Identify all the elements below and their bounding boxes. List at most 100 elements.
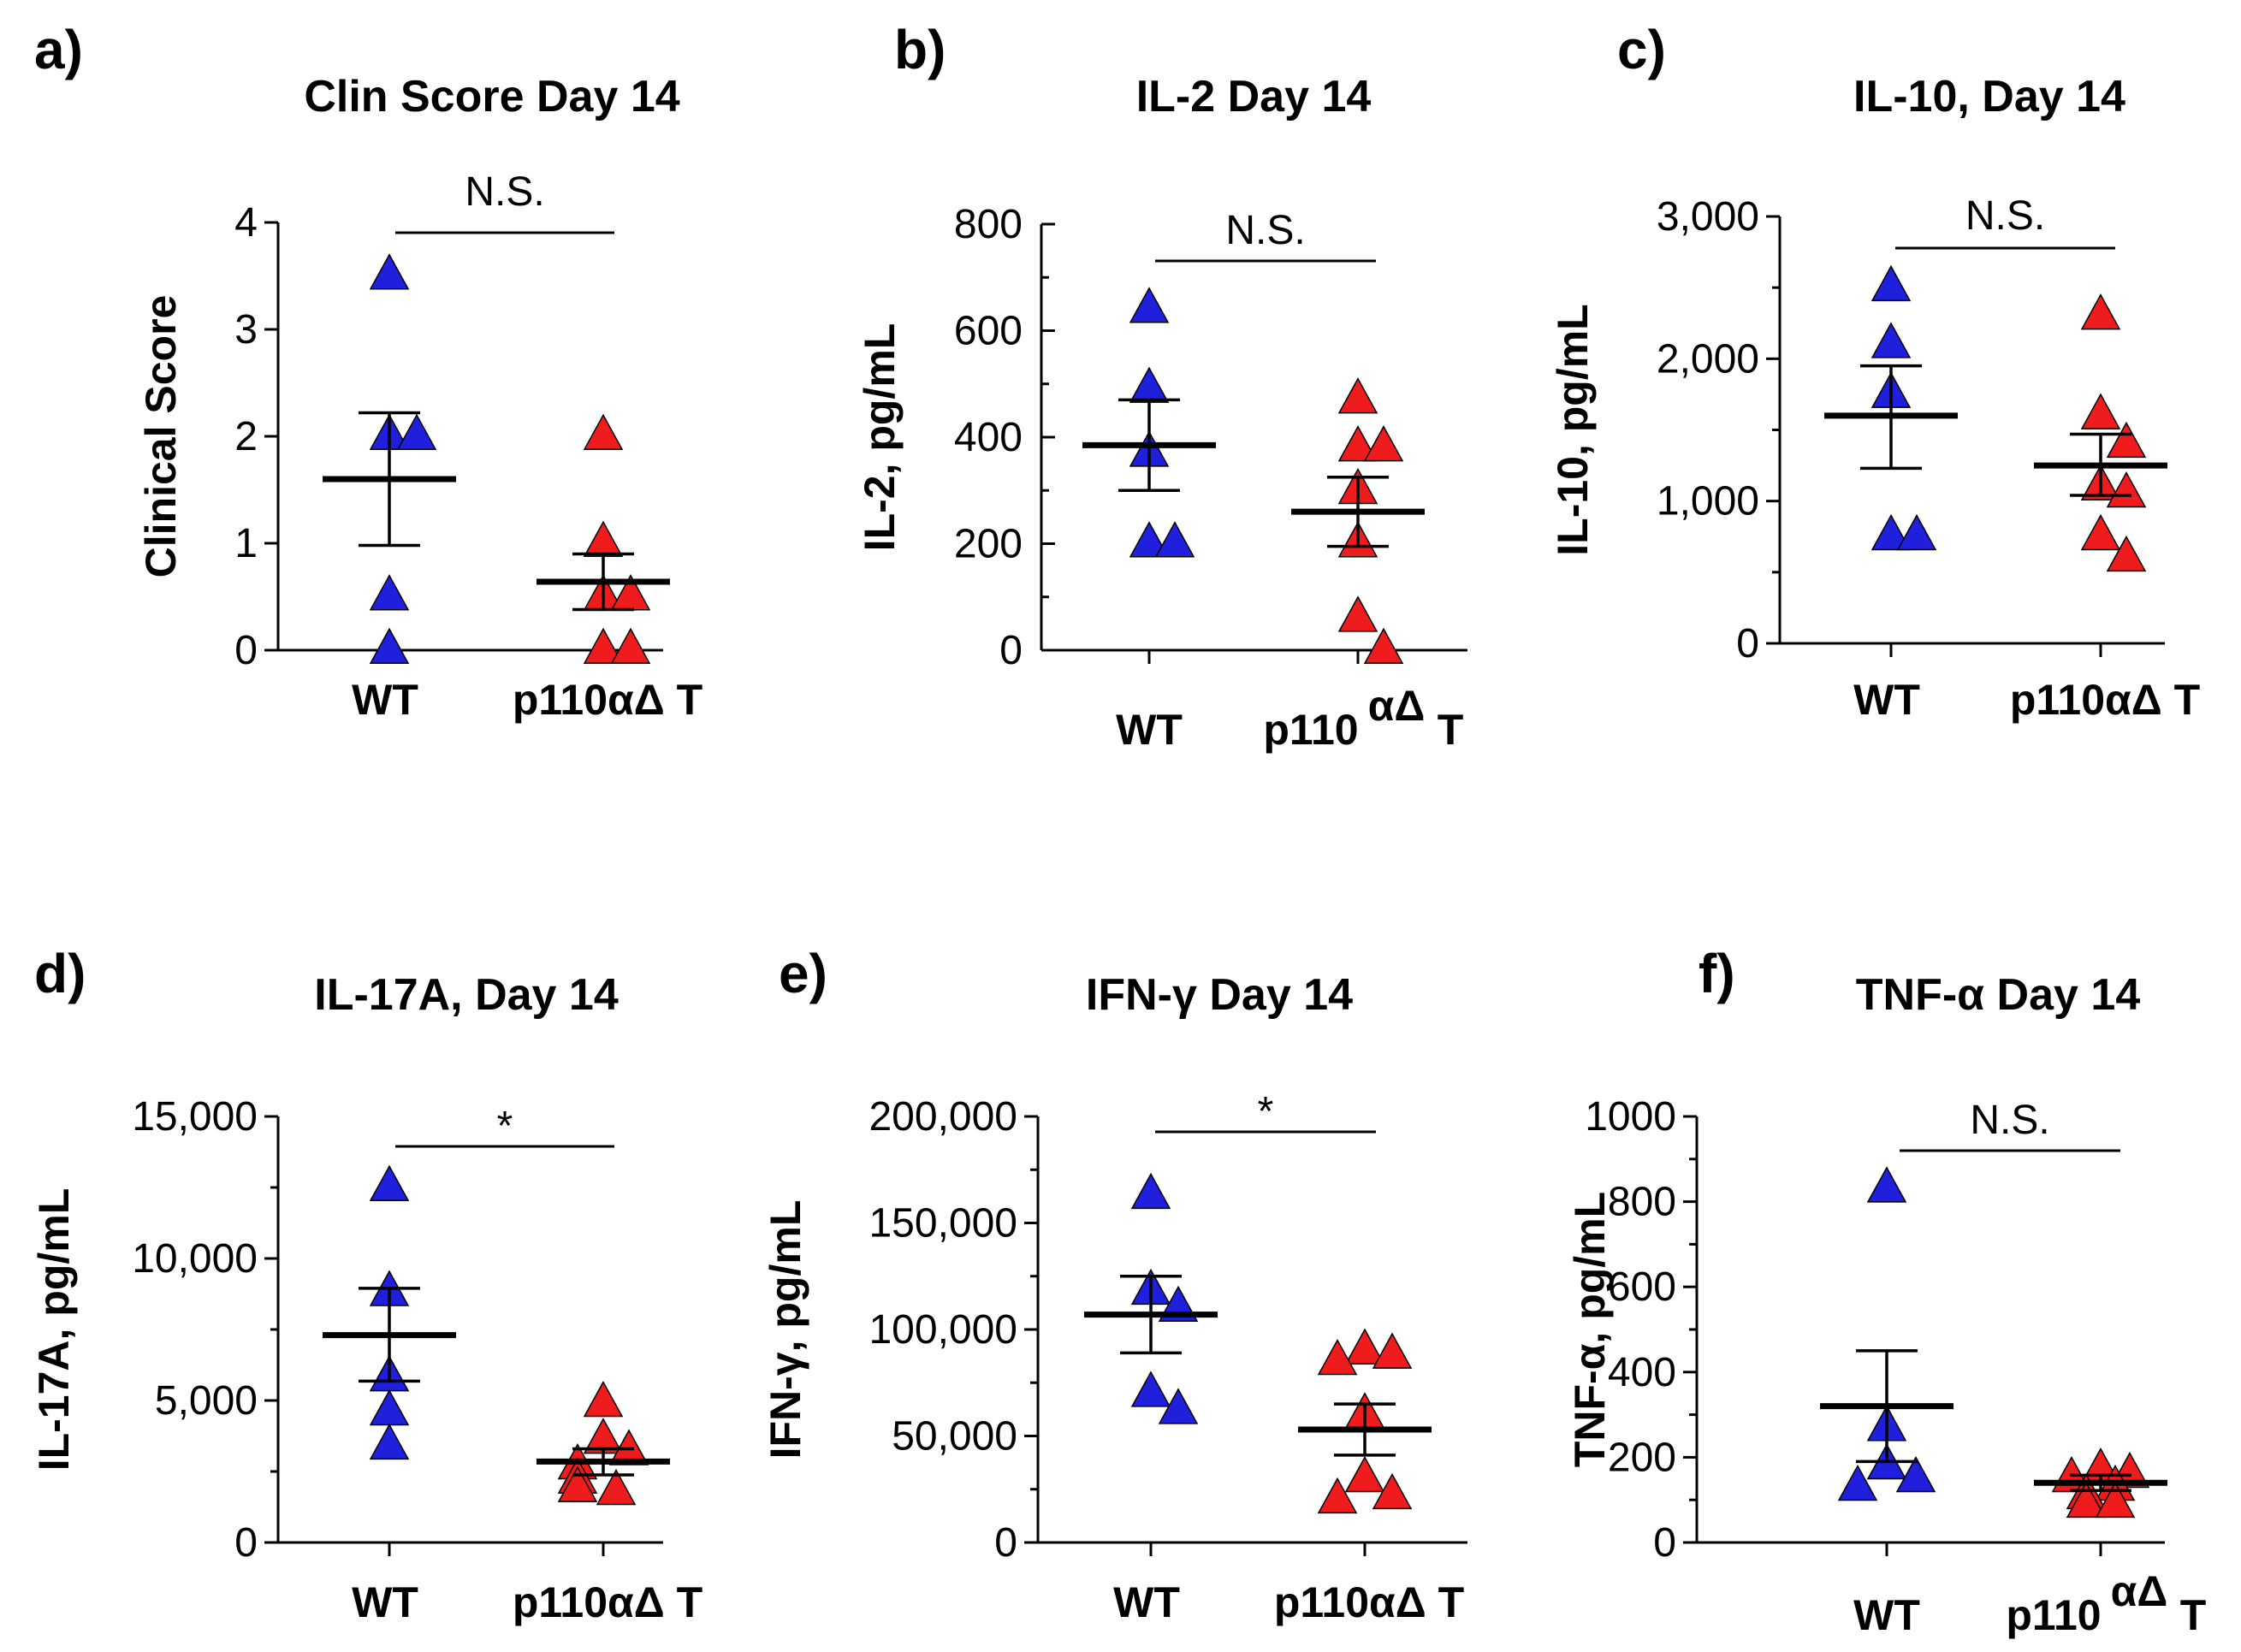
y-tick-label: 0: [999, 628, 1023, 673]
x-category-label: T: [1438, 706, 1464, 754]
data-point-triangle: [1129, 366, 1170, 403]
data-point-triangle: [1337, 425, 1378, 462]
series-wt: [1082, 287, 1216, 558]
data-point-triangle: [2106, 421, 2147, 459]
x-category-label: p110αΔ T: [513, 1578, 703, 1626]
y-axis-label: IFN-γ, pg/mL: [762, 1200, 809, 1460]
y-axis-label: Clinical Score: [137, 295, 185, 578]
x-category-label: WT: [352, 1578, 418, 1626]
x-category-label: T: [2180, 1591, 2207, 1639]
y-axis-label: IL-2, pg/mL: [856, 323, 904, 552]
data-point-triangle: [583, 520, 624, 557]
data-point-triangle: [1154, 521, 1195, 558]
data-point-triangle: [369, 1389, 410, 1426]
x-category-label: WT: [1113, 1578, 1180, 1626]
panel-letter: b): [894, 19, 946, 80]
data-point-triangle: [1344, 1455, 1385, 1493]
data-point-triangle: [1129, 521, 1170, 558]
series-wt: [1824, 264, 1958, 551]
y-axis-label: TNF-α, pg/mL: [1566, 1192, 1614, 1467]
data-point-triangle: [1129, 287, 1170, 323]
data-point-triangle: [1344, 1328, 1385, 1365]
chart-title: IL-2 Day 14: [1136, 72, 1372, 121]
y-tick-label: 800: [954, 202, 1023, 247]
significance-label: *: [1258, 1089, 1274, 1134]
x-category-label: WT: [1853, 676, 1920, 724]
chart-title: IFN-γ Day 14: [1086, 970, 1353, 1020]
data-point-triangle: [369, 253, 410, 290]
data-point-triangle: [1337, 595, 1378, 632]
data-point-triangle: [1363, 627, 1404, 664]
data-point-triangle: [1372, 1332, 1413, 1369]
y-tick-label: 1,000: [1657, 479, 1759, 524]
panel-letter: c): [1617, 19, 1666, 80]
y-tick-label: 10,000: [132, 1236, 258, 1282]
series-wt: [323, 253, 456, 664]
data-point-triangle: [1837, 1464, 1878, 1501]
x-category-superscript: αΔ: [2111, 1567, 2168, 1615]
y-tick-label: 800: [1608, 1180, 1676, 1225]
panel-d: d) IL-17A, Day 14 0 5,000 10,000 15,000 IL-17A…: [30, 943, 703, 1626]
panel-c: c) IL-10, Day 14 0 1,000 2,000 3,000 IL-10, pg…: [1549, 19, 2200, 724]
y-tick-label: 0: [994, 1520, 1017, 1566]
y-tick-label: 100,000: [869, 1307, 1017, 1353]
y-tick-label: 600: [954, 309, 1023, 354]
panel-letter: d): [34, 943, 86, 1004]
data-point-triangle: [396, 413, 437, 450]
y-tick-label: 200: [1608, 1435, 1676, 1480]
data-point-triangle: [369, 574, 410, 611]
significance-label: N.S.: [1970, 1098, 2049, 1143]
x-category-label: p110: [2006, 1591, 2101, 1639]
series-wt: [1820, 1166, 1953, 1501]
x-category-superscript: αΔ: [1368, 682, 1426, 730]
panel-f: f) TNF-α Day 14 0 200 400 600 800 1000 TNF-α, pg…: [1566, 943, 2206, 1639]
series-p110: [2034, 293, 2167, 572]
series-wt: [323, 1164, 456, 1460]
data-point-triangle: [1130, 1172, 1171, 1210]
data-point-triangle: [2106, 471, 2147, 508]
data-point-triangle: [2066, 1481, 2107, 1519]
y-tick-label: 3,000: [1657, 194, 1759, 240]
data-point-triangle: [1895, 1455, 1936, 1493]
data-point-triangle: [557, 1465, 598, 1502]
chart-title: Clin Score Day 14: [304, 72, 679, 121]
significance-label: N.S.: [1225, 208, 1305, 253]
y-tick-label: 0: [234, 1520, 258, 1566]
data-point-triangle: [1870, 513, 1912, 551]
significance-label: N.S.: [465, 169, 544, 215]
y-tick-label: 3: [234, 307, 258, 352]
data-point-triangle: [369, 1423, 410, 1460]
data-point-triangle: [2080, 393, 2121, 429]
series-p110: [2034, 1447, 2167, 1519]
y-tick-label: 5,000: [155, 1378, 258, 1424]
y-tick-label: 2: [234, 414, 258, 459]
data-point-triangle: [583, 413, 624, 450]
chart-title: TNF-α Day 14: [1856, 970, 2141, 1020]
y-tick-label: 15,000: [132, 1094, 258, 1140]
y-tick-label: 200: [954, 522, 1023, 567]
data-point-triangle: [1158, 1388, 1199, 1424]
panel-letter: e): [779, 943, 827, 1004]
panel-b: b) IL-2 Day 14 0 200 400 600 800 IL-2, pg/mL WT p…: [856, 19, 1467, 754]
data-point-triangle: [1317, 1338, 1358, 1376]
y-tick-label: 0: [1736, 621, 1759, 666]
data-point-triangle: [2095, 1481, 2136, 1519]
panel-e: e) IFN-γ Day 14 0 50,000 100,000 150,000 200,0…: [762, 943, 1467, 1626]
data-point-triangle: [583, 1380, 624, 1418]
x-category-label: WT: [1116, 706, 1183, 754]
data-point-triangle: [1372, 1472, 1413, 1510]
panel-letter: a): [34, 19, 83, 80]
significance-label: *: [497, 1104, 513, 1149]
data-point-triangle: [2106, 535, 2147, 572]
series-p110: [1291, 377, 1425, 664]
y-tick-label: 50,000: [892, 1414, 1017, 1460]
data-point-triangle: [369, 1164, 410, 1201]
data-point-triangle: [1337, 377, 1378, 414]
y-tick-label: 4: [234, 200, 258, 246]
data-point-triangle: [610, 627, 651, 664]
y-tick-label: 1000: [1585, 1094, 1676, 1140]
y-tick-label: 200,000: [869, 1094, 1017, 1140]
x-category-label: p110αΔ T: [2010, 676, 2200, 724]
data-point-triangle: [583, 627, 624, 664]
